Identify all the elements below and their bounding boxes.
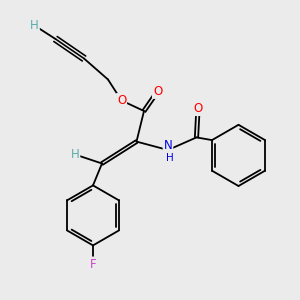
Text: F: F (90, 257, 96, 271)
Text: H: H (70, 148, 80, 161)
Text: H: H (166, 153, 173, 164)
Text: H: H (30, 19, 39, 32)
Text: O: O (117, 94, 126, 107)
Text: N: N (164, 139, 172, 152)
Text: O: O (194, 102, 202, 115)
Text: O: O (153, 85, 162, 98)
